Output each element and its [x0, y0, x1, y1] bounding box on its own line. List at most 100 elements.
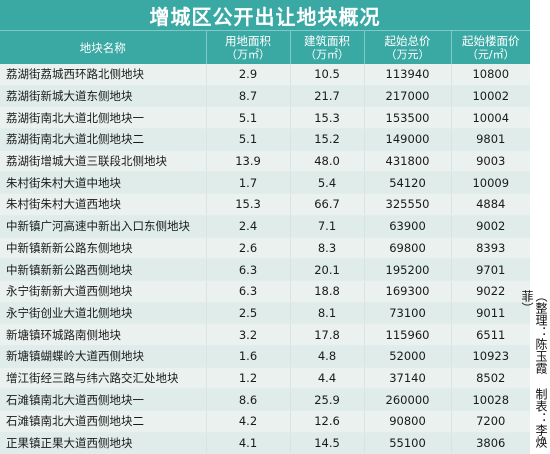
- total-price-cell: 113940: [364, 64, 452, 86]
- table-row: 增江街经三路与纬六路交汇处地块 1.2 4.4 37140 8502: [0, 367, 530, 390]
- plot-name-cell: 增江街经三路与纬六路交汇处地块: [0, 367, 207, 390]
- floor-price-cell: 9002: [451, 215, 530, 238]
- plot-name-cell: 正果镇正果大道西侧地块: [0, 432, 207, 454]
- plot-name-cell: 荔湖街新城大道东侧地块: [0, 85, 207, 108]
- plot-name-cell: 中新镇新新公路西侧地块: [0, 258, 207, 281]
- floor-price-cell: 8393: [451, 237, 530, 260]
- building-area-cell: 15.3: [290, 106, 365, 130]
- building-area-cell: 15.2: [290, 128, 365, 151]
- header-label: 地块名称: [79, 40, 126, 55]
- floor-price-cell: 9011: [451, 302, 530, 325]
- total-price-cell: 169300: [364, 280, 452, 303]
- total-price-cell: 37140: [364, 367, 452, 390]
- total-price-cell: 431800: [364, 150, 452, 173]
- plot-name-cell: 石滩镇南北大道西侧地块二: [0, 410, 207, 433]
- floor-price-cell: 9003: [451, 150, 530, 173]
- building-area-cell: 20.1: [290, 258, 365, 281]
- floor-price-cell: 10002: [451, 85, 530, 108]
- floor-price-cell: 7200: [451, 410, 530, 433]
- total-price-cell: 55100: [364, 432, 452, 454]
- header-label: 起始总价: [384, 33, 431, 48]
- land-area-cell: 2.9: [206, 64, 291, 86]
- total-price-cell: 90800: [364, 410, 452, 433]
- header-label: 建筑面积: [304, 33, 350, 48]
- building-area-cell: 5.4: [290, 171, 365, 195]
- table-row: 中新镇新新公路西侧地块 6.3 20.1 195200 9701: [0, 258, 530, 281]
- plot-name-cell: 中新镇新新公路东侧地块: [0, 237, 207, 260]
- total-price-cell: 63900: [364, 215, 452, 238]
- floor-price-cell: 4884: [451, 193, 530, 216]
- building-area-cell: 17.8: [290, 323, 365, 346]
- col-starting-total-price-header: 起始总价 （万元）: [364, 30, 452, 64]
- table-row: 正果镇正果大道西侧地块 4.1 14.5 55100 3806: [0, 432, 530, 454]
- header-unit: （万㎡）: [226, 47, 270, 61]
- building-area-cell: 66.7: [290, 193, 365, 216]
- total-price-cell: 260000: [364, 388, 452, 411]
- table-row: 中新镇新新公路东侧地块 2.6 8.3 69800 8393: [0, 237, 530, 260]
- floor-price-cell: 8502: [451, 367, 530, 390]
- total-price-cell: 153500: [364, 106, 452, 130]
- table-row: 石滩镇南北大道西侧地块二 4.2 12.6 90800 7200: [0, 410, 530, 433]
- land-area-cell: 5.1: [206, 128, 291, 151]
- header-unit: （元/㎡）: [466, 47, 515, 61]
- table-row: 永宁街创业大道北侧地块 2.5 8.1 73100 9011: [0, 302, 530, 325]
- plot-name-cell: 朱村街朱村大道西地块: [0, 193, 207, 216]
- header-unit: （万㎡）: [305, 47, 349, 61]
- floor-price-cell: 10004: [451, 106, 530, 130]
- total-price-cell: 52000: [364, 345, 452, 368]
- building-area-cell: 21.7: [290, 85, 365, 108]
- header-unit: （万元）: [385, 47, 430, 61]
- plot-name-cell: 朱村街朱村大道中地块: [0, 171, 207, 195]
- building-area-cell: 8.1: [290, 302, 365, 325]
- building-area-cell: 7.1: [290, 215, 365, 238]
- building-area-cell: 4.4: [290, 367, 365, 390]
- table-body: 荔湖街荔城西环路北侧地块 2.9 10.5 113940 10800 荔湖街新城大道东侧地…: [0, 64, 530, 454]
- floor-price-cell: 6511: [451, 323, 530, 346]
- total-price-cell: 195200: [364, 258, 452, 281]
- plot-name-cell: 新塘镇环城路南侧地块: [0, 323, 207, 346]
- table-row: 荔湖街荔城西环路北侧地块 2.9 10.5 113940 10800: [0, 64, 530, 86]
- plot-name-cell: 荔湖街南北大道北侧地块二: [0, 128, 207, 151]
- total-price-cell: 73100: [364, 302, 452, 325]
- plot-name-cell: 荔湖街荔城西环路北侧地块: [0, 64, 207, 86]
- table-row: 石滩镇南北大道西侧地块一 8.6 25.9 260000 10028: [0, 388, 530, 411]
- land-area-cell: 4.2: [206, 410, 291, 433]
- land-area-cell: 1.6: [206, 345, 291, 368]
- building-area-cell: 25.9: [290, 388, 365, 411]
- plot-name-cell: 荔湖街南北大道北侧地块一: [0, 106, 207, 130]
- building-area-cell: 10.5: [290, 64, 365, 86]
- col-plot-name-header: 地块名称: [0, 30, 207, 64]
- land-area-cell: 8.7: [206, 85, 291, 108]
- land-area-cell: 2.5: [206, 302, 291, 325]
- header-row: 地块名称 用地面积 （万㎡） 建筑面积 （万㎡） 起始总价 （万元） 起始楼面价 （元/㎡）: [0, 30, 530, 64]
- plot-name-cell: 石滩镇南北大道西侧地块一: [0, 388, 207, 411]
- building-area-cell: 48.0: [290, 150, 365, 173]
- table-row: 朱村街朱村大道中地块 1.7 5.4 54120 10009: [0, 171, 530, 195]
- floor-price-cell: 9022: [451, 280, 530, 303]
- total-price-cell: 115960: [364, 323, 452, 346]
- table-row: 中新镇广河高速中新出入口东侧地块 2.4 7.1 63900 9002: [0, 215, 530, 238]
- plot-name-cell: 永宁街创业大道北侧地块: [0, 302, 207, 325]
- table-row: 荔湖街增城大道三联段北侧地块 13.9 48.0 431800 9003: [0, 150, 530, 173]
- land-area-cell: 2.6: [206, 237, 291, 260]
- floor-price-cell: 9701: [451, 258, 530, 281]
- land-area-cell: 13.9: [206, 150, 291, 173]
- land-area-cell: 15.3: [206, 193, 291, 216]
- table-header: 地块名称 用地面积 （万㎡） 建筑面积 （万㎡） 起始总价 （万元） 起始楼面价 （元/㎡）: [0, 30, 530, 64]
- table-row: 永宁街新新大道西侧地块 6.3 18.8 169300 9022: [0, 280, 530, 303]
- land-area-cell: 4.1: [206, 432, 291, 454]
- building-area-cell: 4.8: [290, 345, 365, 368]
- table-row: 荔湖街新城大道东侧地块 8.7 21.7 217000 10002: [0, 85, 530, 108]
- header-label: 起始楼面价: [462, 33, 520, 48]
- col-land-area-header: 用地面积 （万㎡）: [206, 30, 291, 64]
- header-label: 用地面积: [225, 33, 271, 48]
- floor-price-cell: 9801: [451, 128, 530, 151]
- table-row: 新塘镇蝴蝶岭大道西侧地块 1.6 4.8 52000 10923: [0, 345, 530, 368]
- building-area-cell: 18.8: [290, 280, 365, 303]
- col-building-area-header: 建筑面积 （万㎡）: [290, 30, 365, 64]
- land-area-cell: 6.3: [206, 280, 291, 303]
- total-price-cell: 325550: [364, 193, 452, 216]
- land-area-cell: 8.6: [206, 388, 291, 411]
- plot-name-cell: 永宁街新新大道西侧地块: [0, 280, 207, 303]
- col-starting-floor-price-header: 起始楼面价 （元/㎡）: [451, 30, 530, 64]
